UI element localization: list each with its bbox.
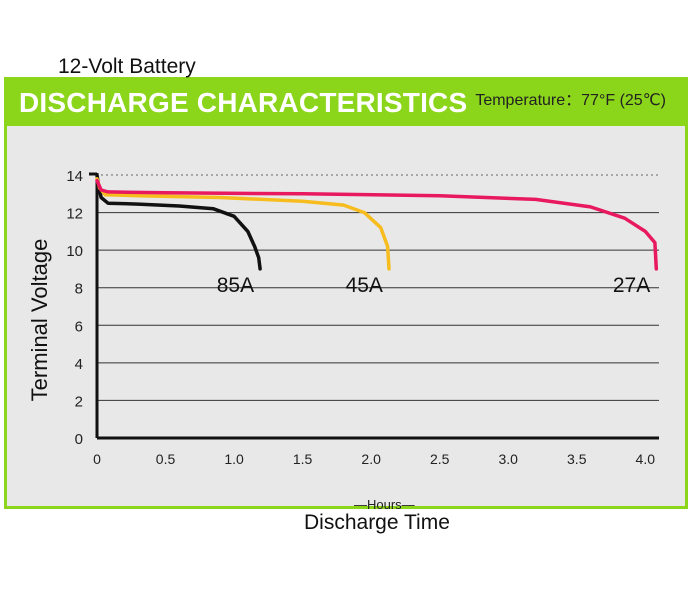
temperature-annotation: Temperature：77°F (25℃) xyxy=(475,92,666,109)
series-label-85A: 85A xyxy=(217,274,254,297)
x-tick-label: 1.5 xyxy=(293,451,313,467)
y-tick-label: 12 xyxy=(66,206,83,223)
series-line-85A xyxy=(95,173,262,271)
y-tick-label: 10 xyxy=(66,243,83,260)
x-tick-label: 0 xyxy=(93,451,101,467)
x-tick-label: 4.0 xyxy=(636,451,656,467)
series-line-27A xyxy=(95,178,659,271)
x-axis-label: Discharge Time xyxy=(304,511,450,534)
y-tick-label: 8 xyxy=(75,281,83,298)
x-tick-label: 0.5 xyxy=(156,451,176,467)
y-tick-label: 0 xyxy=(75,431,83,448)
x-tick-label: 1.0 xyxy=(224,451,244,467)
y-tick-label: 2 xyxy=(75,393,83,410)
header-bar: DISCHARGE CHARACTERISTICS xyxy=(7,80,685,126)
chart-title: 12-Volt Battery xyxy=(58,55,196,78)
series-label-45A: 45A xyxy=(346,274,383,297)
series-label-27A: 27A xyxy=(613,274,650,297)
series-line-45A xyxy=(95,177,391,271)
x-tick-label: 3.0 xyxy=(498,451,518,467)
x-axis-unit: —Hours— xyxy=(354,497,415,512)
y-tick-label: 6 xyxy=(75,318,83,335)
x-tick-label: 2.0 xyxy=(361,451,381,467)
header-title: DISCHARGE CHARACTERISTICS xyxy=(19,87,468,118)
x-tick-label: 3.5 xyxy=(567,451,587,467)
x-tick-label: 2.5 xyxy=(430,451,450,467)
y-tick-label: 4 xyxy=(75,356,83,373)
y-tick-label: 14 xyxy=(66,168,83,185)
